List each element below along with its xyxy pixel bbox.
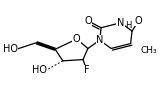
Text: H: H bbox=[125, 21, 132, 30]
Text: N: N bbox=[96, 35, 103, 45]
Text: F: F bbox=[84, 65, 90, 75]
Text: N: N bbox=[117, 18, 124, 28]
Text: O: O bbox=[135, 16, 143, 26]
Text: O: O bbox=[84, 16, 92, 26]
Text: CH₃: CH₃ bbox=[140, 46, 157, 55]
Text: HO: HO bbox=[3, 44, 18, 54]
Text: HO: HO bbox=[32, 65, 47, 75]
Text: O: O bbox=[73, 34, 81, 44]
